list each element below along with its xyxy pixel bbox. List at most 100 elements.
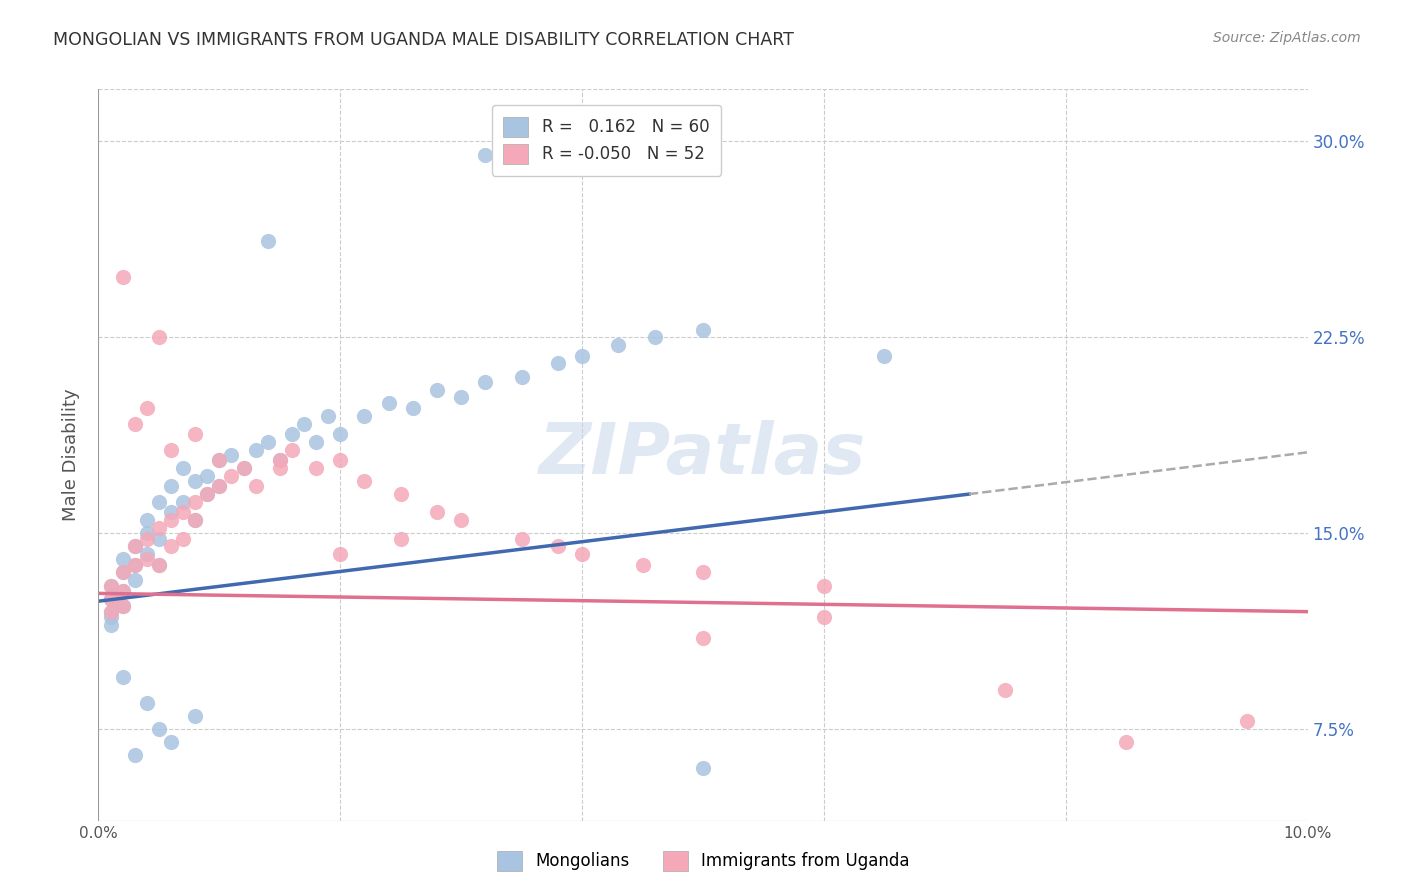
Point <box>208 453 231 467</box>
Point <box>100 610 122 624</box>
Point <box>221 448 243 462</box>
Point <box>377 395 399 409</box>
Point <box>474 147 496 161</box>
Point <box>329 547 352 561</box>
Point <box>692 322 714 336</box>
Point <box>111 566 134 580</box>
Point <box>184 513 207 527</box>
Point <box>111 583 134 598</box>
Point <box>269 453 291 467</box>
Point <box>994 683 1017 698</box>
Point <box>124 574 146 588</box>
Point <box>256 234 278 248</box>
Point <box>450 513 472 527</box>
Point <box>160 735 183 749</box>
Point <box>135 532 157 546</box>
Point <box>426 505 449 519</box>
Point <box>148 330 170 344</box>
Point <box>813 578 835 592</box>
Point <box>305 434 328 449</box>
Point <box>305 461 328 475</box>
Point <box>148 558 170 572</box>
Point <box>160 513 183 527</box>
Point <box>353 409 375 423</box>
Point <box>160 539 183 553</box>
Point <box>208 479 231 493</box>
Point <box>100 578 122 592</box>
Point <box>208 453 231 467</box>
Point <box>873 349 896 363</box>
Point <box>184 474 207 488</box>
Point <box>172 495 194 509</box>
Point <box>111 599 134 614</box>
Legend: Mongolians, Immigrants from Uganda: Mongolians, Immigrants from Uganda <box>488 842 918 880</box>
Point <box>124 539 146 553</box>
Point <box>813 610 835 624</box>
Point <box>100 617 122 632</box>
Point <box>426 383 449 397</box>
Point <box>281 442 304 457</box>
Point <box>692 761 714 775</box>
Point <box>148 495 170 509</box>
Point <box>232 461 254 475</box>
Point <box>353 474 375 488</box>
Point <box>474 375 496 389</box>
Point <box>195 487 218 501</box>
Point <box>111 583 134 598</box>
Point <box>172 532 194 546</box>
Point <box>316 409 339 423</box>
Point <box>221 468 243 483</box>
Point <box>281 427 304 442</box>
Point <box>124 558 146 572</box>
Point <box>100 578 122 592</box>
Point <box>148 558 170 572</box>
Point <box>245 442 267 457</box>
Text: Source: ZipAtlas.com: Source: ZipAtlas.com <box>1213 31 1361 45</box>
Point <box>692 631 714 645</box>
Point <box>269 461 291 475</box>
Point <box>195 468 218 483</box>
Point <box>644 330 666 344</box>
Point <box>148 521 170 535</box>
Point <box>692 566 714 580</box>
Y-axis label: Male Disability: Male Disability <box>62 389 80 521</box>
Point <box>510 532 533 546</box>
Point <box>160 479 183 493</box>
Point <box>184 495 207 509</box>
Point <box>160 442 183 457</box>
Point <box>124 539 146 553</box>
Point <box>389 487 412 501</box>
Point <box>172 461 194 475</box>
Point <box>111 270 134 285</box>
Point <box>100 591 122 606</box>
Point <box>184 513 207 527</box>
Point <box>148 723 170 737</box>
Point <box>402 401 425 415</box>
Point <box>232 461 254 475</box>
Point <box>135 547 157 561</box>
Point <box>184 427 207 442</box>
Point <box>100 605 122 619</box>
Point <box>124 417 146 431</box>
Point <box>1115 735 1137 749</box>
Point <box>111 566 134 580</box>
Point <box>135 513 157 527</box>
Point <box>124 558 146 572</box>
Point <box>547 356 569 371</box>
Point <box>389 532 412 546</box>
Text: MONGOLIAN VS IMMIGRANTS FROM UGANDA MALE DISABILITY CORRELATION CHART: MONGOLIAN VS IMMIGRANTS FROM UGANDA MALE… <box>53 31 794 49</box>
Point <box>195 487 218 501</box>
Point <box>135 401 157 415</box>
Point <box>148 532 170 546</box>
Point <box>510 369 533 384</box>
Point <box>245 479 267 493</box>
Point <box>172 505 194 519</box>
Point <box>329 427 352 442</box>
Point <box>135 696 157 710</box>
Point <box>135 552 157 566</box>
Point <box>160 505 183 519</box>
Point <box>124 748 146 763</box>
Point <box>135 526 157 541</box>
Point <box>100 605 122 619</box>
Point <box>208 479 231 493</box>
